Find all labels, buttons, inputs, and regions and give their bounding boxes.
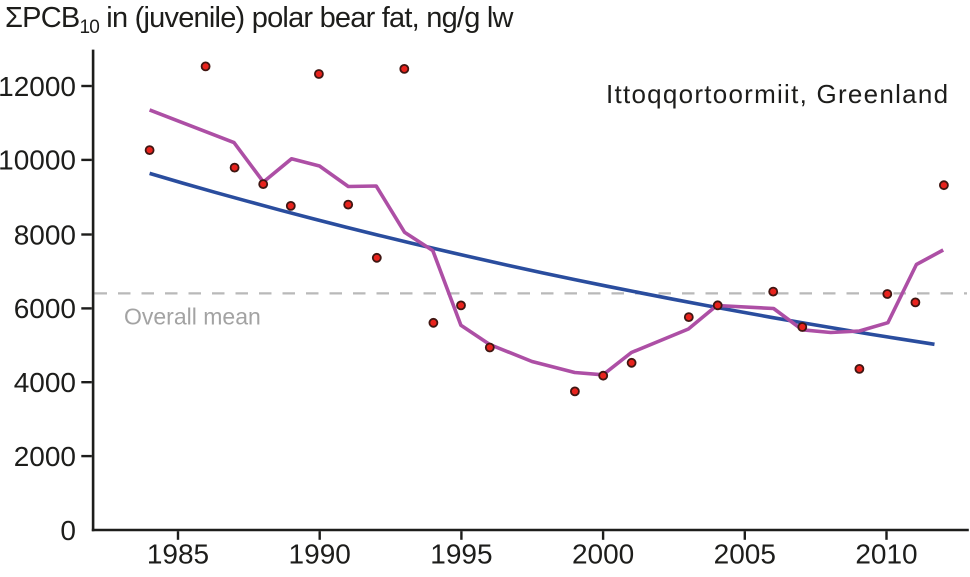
svg-text:10000: 10000 <box>0 145 76 176</box>
svg-text:1990: 1990 <box>289 539 351 570</box>
svg-text:0: 0 <box>60 515 76 546</box>
svg-text:6000: 6000 <box>14 293 76 324</box>
svg-text:1985: 1985 <box>147 539 209 570</box>
svg-text:4000: 4000 <box>14 367 76 398</box>
svg-text:2010: 2010 <box>855 539 917 570</box>
svg-text:Ittoqqortoormiit, Greenland: Ittoqqortoormiit, Greenland <box>606 79 949 109</box>
svg-text:1995: 1995 <box>430 539 492 570</box>
svg-text:2000: 2000 <box>572 539 634 570</box>
svg-text:8000: 8000 <box>14 219 76 250</box>
svg-text:2000: 2000 <box>14 441 76 472</box>
svg-text:Overall mean: Overall mean <box>124 304 261 330</box>
svg-text:12000: 12000 <box>0 71 76 102</box>
svg-text:2005: 2005 <box>714 539 776 570</box>
